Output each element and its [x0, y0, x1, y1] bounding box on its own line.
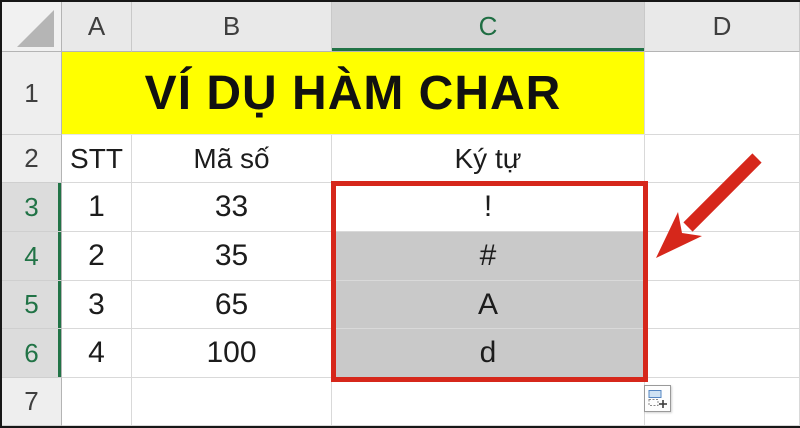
cell-c3[interactable]: !	[332, 183, 645, 232]
row-header-7[interactable]: 7	[2, 378, 62, 426]
select-all-button[interactable]	[2, 2, 62, 52]
cell-a2[interactable]: STT	[62, 135, 132, 183]
column-header-a[interactable]: A	[62, 2, 132, 52]
cell-b2[interactable]: Mã số	[132, 135, 332, 183]
cell-a4[interactable]: 2	[62, 232, 132, 281]
cell-b7[interactable]	[132, 378, 332, 426]
row-header-4[interactable]: 4	[2, 232, 62, 281]
autofill-options-icon	[648, 390, 667, 408]
cell-d1[interactable]	[645, 52, 800, 135]
cell-b3[interactable]: 33	[132, 183, 332, 232]
column-header-b[interactable]: B	[132, 2, 332, 52]
cell-a3[interactable]: 1	[62, 183, 132, 232]
cell-c7[interactable]	[332, 378, 645, 426]
cell-a6[interactable]: 4	[62, 329, 132, 378]
cell-d3[interactable]	[645, 183, 800, 232]
row-header-2[interactable]: 2	[2, 135, 62, 183]
row-header-5[interactable]: 5	[2, 281, 62, 329]
cell-b5[interactable]: 65	[132, 281, 332, 329]
cell-d5[interactable]	[645, 281, 800, 329]
cell-a1-title[interactable]: VÍ DỤ HÀM CHAR	[62, 52, 645, 135]
row-header-3[interactable]: 3	[2, 183, 62, 232]
cell-c2[interactable]: Ký tự	[332, 135, 645, 183]
row-header-6[interactable]: 6	[2, 329, 62, 378]
row-header-1[interactable]: 1	[2, 52, 62, 135]
column-header-c[interactable]: C	[332, 2, 645, 52]
cell-d4[interactable]	[645, 232, 800, 281]
select-all-triangle	[17, 10, 54, 47]
cell-a7[interactable]	[62, 378, 132, 426]
cell-a5[interactable]: 3	[62, 281, 132, 329]
cell-c4[interactable]: #	[332, 232, 645, 281]
autofill-options-button[interactable]	[644, 385, 671, 412]
cell-b4[interactable]: 35	[132, 232, 332, 281]
cell-d6[interactable]	[645, 329, 800, 378]
cell-b6[interactable]: 100	[132, 329, 332, 378]
cell-c6[interactable]: d	[332, 329, 645, 378]
cell-d2[interactable]	[645, 135, 800, 183]
column-header-d[interactable]: D	[645, 2, 800, 52]
cell-c5[interactable]: A	[332, 281, 645, 329]
